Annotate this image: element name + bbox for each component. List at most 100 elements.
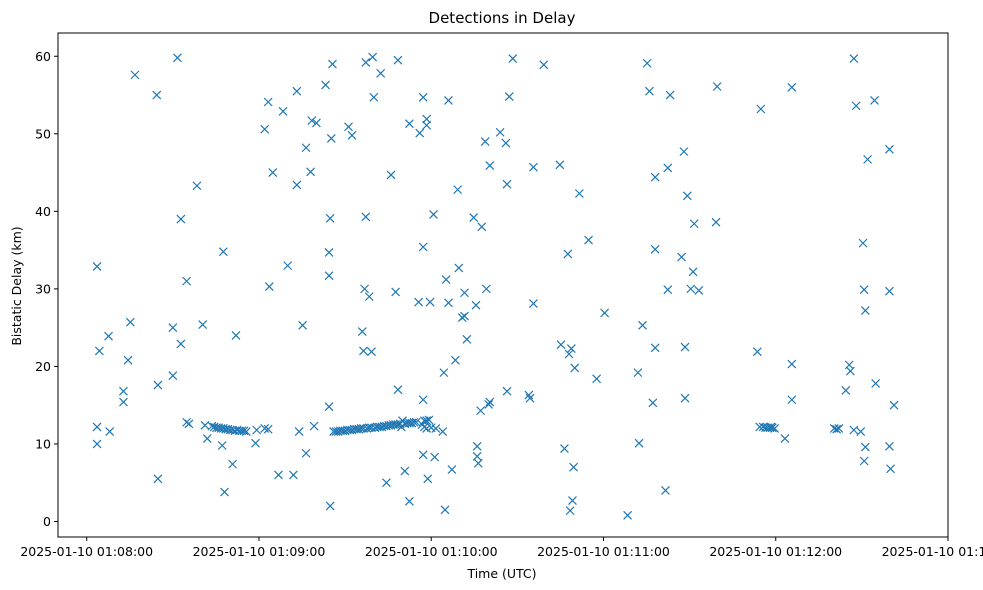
data-point [418, 242, 428, 252]
data-point [422, 114, 432, 124]
data-point [168, 323, 178, 333]
data-point [239, 426, 249, 436]
data-point [886, 464, 896, 474]
data-point [202, 434, 212, 443]
data-point [574, 189, 584, 198]
data-point [849, 425, 859, 435]
data-point [168, 371, 178, 381]
data-point [859, 285, 869, 295]
data-point [357, 327, 367, 336]
data-point [309, 421, 319, 431]
data-point [555, 160, 565, 170]
data-point [361, 58, 371, 67]
data-point [431, 424, 441, 433]
data-point [650, 172, 660, 182]
data-point [638, 320, 647, 330]
data-point [885, 286, 894, 296]
data-point [393, 55, 403, 65]
data-point [787, 82, 797, 92]
data-point [228, 459, 237, 469]
data-point [524, 390, 534, 400]
data-point [260, 124, 270, 134]
x-axis: 2025-01-10 01:08:00 2025-01-10 01:09:00 20… [20, 537, 983, 559]
data-point [476, 406, 486, 416]
data-point [600, 308, 610, 318]
data-point [560, 444, 569, 454]
data-point [563, 249, 573, 259]
data-point [845, 366, 855, 376]
data-point [386, 170, 396, 180]
data-point [529, 162, 538, 172]
data-point [712, 82, 722, 91]
data-point [400, 466, 410, 476]
data-point [834, 424, 844, 433]
data-point [787, 395, 797, 405]
data-point [125, 317, 135, 327]
data-point [283, 261, 293, 271]
data-point [841, 386, 851, 395]
data-point [231, 330, 241, 340]
data-point [501, 138, 511, 148]
data-point [364, 292, 374, 302]
data-point [422, 120, 432, 130]
plot-area [92, 52, 899, 520]
data-point [711, 217, 721, 227]
data-point [650, 244, 660, 254]
x-tick-label: 2025-01-10 01:12:00 [709, 544, 842, 559]
data-point [885, 144, 894, 154]
data-point [787, 359, 797, 369]
data-point [502, 179, 512, 189]
data-point [152, 90, 162, 100]
data-point [633, 368, 643, 378]
data-point [564, 349, 574, 359]
data-point [369, 92, 379, 102]
data-point [324, 271, 334, 281]
data-point [477, 222, 487, 232]
data-point [418, 450, 428, 460]
data-point [298, 320, 308, 330]
data-point [642, 58, 652, 68]
data-point [130, 70, 140, 80]
data-point [376, 68, 386, 78]
data-point [294, 427, 304, 436]
data-point [634, 438, 644, 448]
data-point [870, 96, 879, 105]
data-point [849, 54, 859, 64]
data-point [306, 167, 316, 177]
data-point [268, 168, 278, 177]
data-point [367, 347, 376, 357]
data-point [94, 346, 104, 356]
data-point [460, 288, 469, 298]
data-point [453, 185, 463, 195]
data-point [481, 284, 491, 294]
x-tick-label: 2025-01-10 01:08:00 [20, 544, 153, 559]
data-point [502, 386, 512, 396]
y-tick-label: 0 [43, 514, 51, 529]
data-point [871, 379, 881, 388]
data-point [105, 427, 115, 436]
data-point [176, 339, 186, 349]
data-point [472, 441, 482, 451]
data-point [650, 343, 660, 353]
data-point [173, 53, 182, 63]
data-point [480, 137, 490, 146]
data-point [324, 402, 334, 412]
chart-title: Detections in Delay [429, 9, 576, 27]
data-point [756, 104, 766, 114]
data-point [404, 119, 414, 129]
data-point [677, 252, 686, 262]
data-point [321, 80, 330, 90]
data-point [429, 210, 438, 219]
data-point [686, 284, 696, 294]
y-axis: 0 10 20 30 40 50 60 [35, 49, 58, 529]
data-point [856, 427, 866, 436]
data-point [220, 487, 229, 497]
data-point [292, 180, 302, 190]
data-point [752, 347, 762, 357]
data-point [680, 342, 690, 352]
data-point [682, 191, 692, 201]
data-point [569, 462, 579, 472]
data-point [415, 128, 425, 138]
y-tick-label: 10 [35, 436, 51, 451]
data-point [119, 397, 128, 407]
